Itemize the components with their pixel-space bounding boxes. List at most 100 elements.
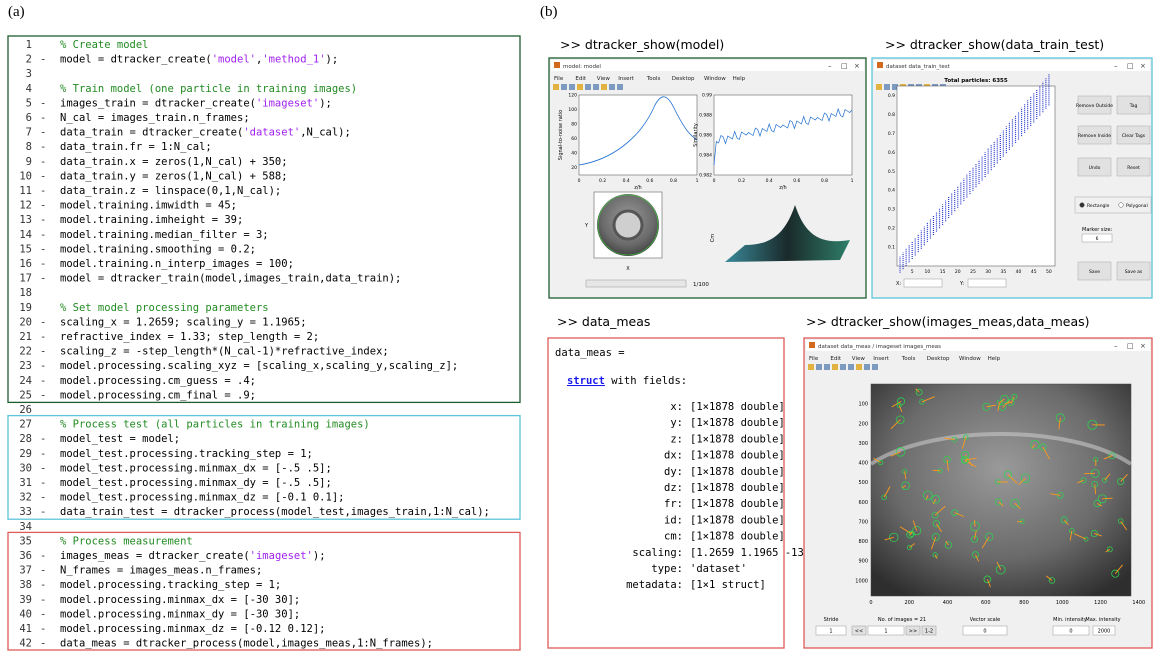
menu-item: Edit	[830, 356, 841, 362]
toolbar-icon	[840, 364, 846, 370]
control-value: 2000	[1098, 629, 1111, 635]
line-number: 16	[19, 258, 32, 270]
code-text: data_train.x = zeros(1,N_cal) + 350;	[60, 156, 288, 168]
x-axis-label: z/h	[779, 185, 786, 191]
panel-label: (b)	[540, 4, 558, 20]
code-line: model.training.median_filter = 3;	[60, 229, 269, 241]
exec-marker: -	[40, 506, 46, 518]
x-tick-label: 30	[985, 269, 991, 275]
window-control: ×	[1140, 62, 1146, 70]
exec-marker: -	[40, 623, 46, 635]
code-text: model.processing.minmax_dx = [-30 30];	[60, 594, 300, 606]
button-label: Reset	[1127, 165, 1140, 171]
select[interactable]	[968, 279, 1006, 287]
exec-marker: -	[40, 214, 46, 226]
menu-item: Help	[733, 76, 746, 82]
line-number: 27	[19, 419, 32, 431]
y-tick-label: 0.7	[888, 131, 895, 137]
line-number: 35	[19, 535, 32, 547]
code-line: data_train_test = dtracker_process(model…	[60, 506, 490, 518]
radio[interactable]	[1080, 203, 1085, 208]
control-label: Max. intensity	[1085, 617, 1120, 623]
toolbar-icon	[864, 364, 870, 370]
x-tick-label: 1	[696, 178, 699, 184]
marker-value: 6	[1096, 236, 1099, 242]
x-tick-label: 200	[904, 600, 914, 606]
toolbar-icon	[609, 84, 615, 90]
button-label: Undo	[1089, 165, 1101, 171]
x-tick-label: 0	[869, 600, 872, 606]
code-line: % Process measurement	[60, 535, 193, 547]
x-tick-label: 0.4	[766, 178, 773, 184]
app-icon	[877, 62, 883, 68]
x-tick-label: 0	[578, 178, 581, 184]
x-tick-label: 45	[1031, 269, 1037, 275]
x-tick-label: 40	[1016, 269, 1022, 275]
window-control: –	[1114, 62, 1118, 70]
exec-marker: -	[40, 389, 46, 401]
select[interactable]	[904, 279, 942, 287]
code-text: model_test.processing.tracking_step = 1;	[60, 448, 313, 460]
exec-marker: -	[40, 54, 46, 66]
code-text: data_train.y = zeros(1,N_cal) + 588;	[60, 170, 288, 182]
exec-marker: -	[40, 477, 46, 489]
x-tick-label: 1000	[1056, 600, 1069, 606]
field-value: 'dataset'	[690, 563, 747, 575]
line-number: 41	[19, 623, 32, 635]
code-text: scaling_x = 1.2659; scaling_y = 1.1965;	[60, 316, 307, 328]
code-text: model.processing.tracking_step = 1;	[60, 579, 281, 591]
line-number: 10	[19, 170, 32, 182]
toolbar-icon	[832, 364, 838, 370]
field-value: [1×1878 double]	[690, 482, 785, 494]
field-name: x:	[670, 401, 683, 413]
line-number: 17	[19, 273, 32, 285]
x-tick-label: 0.2	[738, 178, 745, 184]
exec-marker: -	[40, 112, 46, 124]
x-tick-label: 0.6	[793, 178, 800, 184]
line-number: 40	[19, 608, 32, 620]
code-text: data_train.z = linspace(0,1,N_cal);	[60, 185, 281, 197]
field-value: [1×1 struct]	[690, 579, 766, 591]
code-line: data_train.z = linspace(0,1,N_cal);	[60, 185, 281, 197]
button-label: Save	[1089, 269, 1100, 275]
window-title: dataset data_train_test	[886, 64, 951, 70]
plot-title: Total particles: 6355	[944, 78, 1008, 84]
line-number: 28	[19, 433, 32, 445]
line-number: 18	[19, 287, 32, 299]
toolbar-icon	[824, 364, 830, 370]
window-control: –	[828, 62, 832, 70]
code-text: N_cal = images_train.n_frames;	[60, 112, 250, 124]
code-text: images_train = dtracker_create(	[60, 97, 256, 109]
code-text: images_meas = dtracker_create(	[60, 550, 250, 562]
field-name: cm:	[664, 531, 683, 543]
field-value: [1×1878 double]	[690, 466, 785, 478]
frame-counter: 1/100	[693, 282, 709, 288]
x-tick-label: 20	[955, 269, 961, 275]
toolbar-icon	[872, 364, 878, 370]
window-control: ×	[854, 62, 860, 70]
x-tick-label: 1400	[1132, 600, 1145, 606]
y-tick-label: 300	[858, 441, 868, 447]
code-text: scaling_z = -step_length*(N_cal-1)*refra…	[60, 346, 389, 358]
line-number: 25	[19, 389, 32, 401]
command: >> data_meas	[557, 314, 650, 329]
velocity-vector	[974, 520, 975, 527]
toolbar-icon	[808, 364, 814, 370]
field-value: [1×1878 double]	[690, 498, 785, 510]
exec-marker: -	[40, 127, 46, 139]
line-number: 26	[19, 404, 32, 416]
line-number: 22	[19, 346, 32, 358]
code-line: data_meas = dtracker_process(model,image…	[60, 638, 433, 650]
menu-item: Edit	[575, 76, 586, 82]
line-number: 13	[19, 214, 32, 226]
radio[interactable]	[1119, 203, 1124, 208]
line-number: 24	[19, 375, 32, 387]
exec-marker: -	[40, 448, 46, 460]
field-name: dx:	[664, 450, 683, 462]
menu-item: Window	[959, 356, 981, 362]
code-line: data_train = dtracker_create('dataset',N…	[60, 127, 351, 139]
code-line: model_test = model;	[60, 433, 180, 445]
x-axis-label: z/h	[634, 185, 641, 191]
line-number: 21	[19, 331, 32, 343]
exec-marker: -	[40, 360, 46, 372]
